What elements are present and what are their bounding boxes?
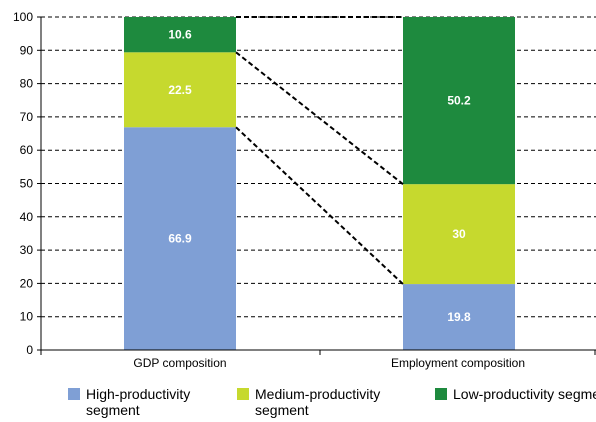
legend: High-productivity segment Medium-product… (0, 386, 596, 422)
bar-segment (403, 17, 515, 185)
y-tick-label: 30 (20, 243, 34, 257)
y-tick-labels: 0 10 20 30 40 50 60 70 80 90 100 (13, 10, 33, 357)
bar-segment (403, 184, 515, 285)
legend-label-low: Low-productivity segment (453, 386, 596, 402)
legend-label-high: High-productivity segment (86, 386, 191, 418)
legend-item-low: Low-productivity segment (435, 386, 596, 402)
connector-line (235, 126, 404, 285)
legend-item-medium: Medium-productivity segment (237, 386, 415, 418)
y-tick-label: 50 (20, 177, 34, 191)
data-label: 66.9 (168, 232, 192, 246)
bar-segment (403, 284, 515, 350)
data-label: 50.2 (447, 94, 471, 108)
x-tick-labels: GDP composition Employment composition (133, 356, 525, 370)
legend-item-high: High-productivity segment (68, 386, 246, 418)
y-tick-label: 70 (20, 110, 34, 124)
connector-line (235, 51, 404, 185)
y-tick-label: 20 (20, 276, 34, 290)
legend-swatch-high (68, 388, 80, 400)
y-tick-label: 60 (20, 143, 34, 157)
data-label: 19.8 (447, 310, 471, 324)
legend-swatch-medium (237, 388, 249, 400)
y-tick-label: 10 (20, 310, 34, 324)
legend-swatch-low (435, 388, 447, 400)
data-labels: 66.9 22.5 10.6 19.8 30 50.2 (168, 28, 471, 324)
y-tick-label: 100 (13, 10, 33, 24)
axes (40, 17, 596, 355)
y-tick-label: 80 (20, 77, 34, 91)
legend-label-medium: Medium-productivity segment (255, 386, 381, 418)
bars (124, 17, 515, 351)
bar-segment (124, 127, 236, 351)
x-tick-label-gdp: GDP composition (133, 356, 226, 370)
data-label: 10.6 (168, 28, 192, 42)
y-tick-label: 40 (20, 210, 34, 224)
connector-lines (235, 16, 404, 285)
bar-segment (124, 17, 236, 53)
y-tick-label: 0 (26, 343, 33, 357)
bar-segment (124, 52, 236, 128)
data-label: 30 (452, 227, 466, 241)
data-label: 22.5 (168, 83, 192, 97)
stacked-bar-chart: 0 10 20 30 40 50 60 70 80 90 100 GDP composition E… (13, 10, 596, 370)
y-tick-label: 90 (20, 43, 34, 57)
x-tick-label-employment: Employment composition (391, 356, 525, 370)
